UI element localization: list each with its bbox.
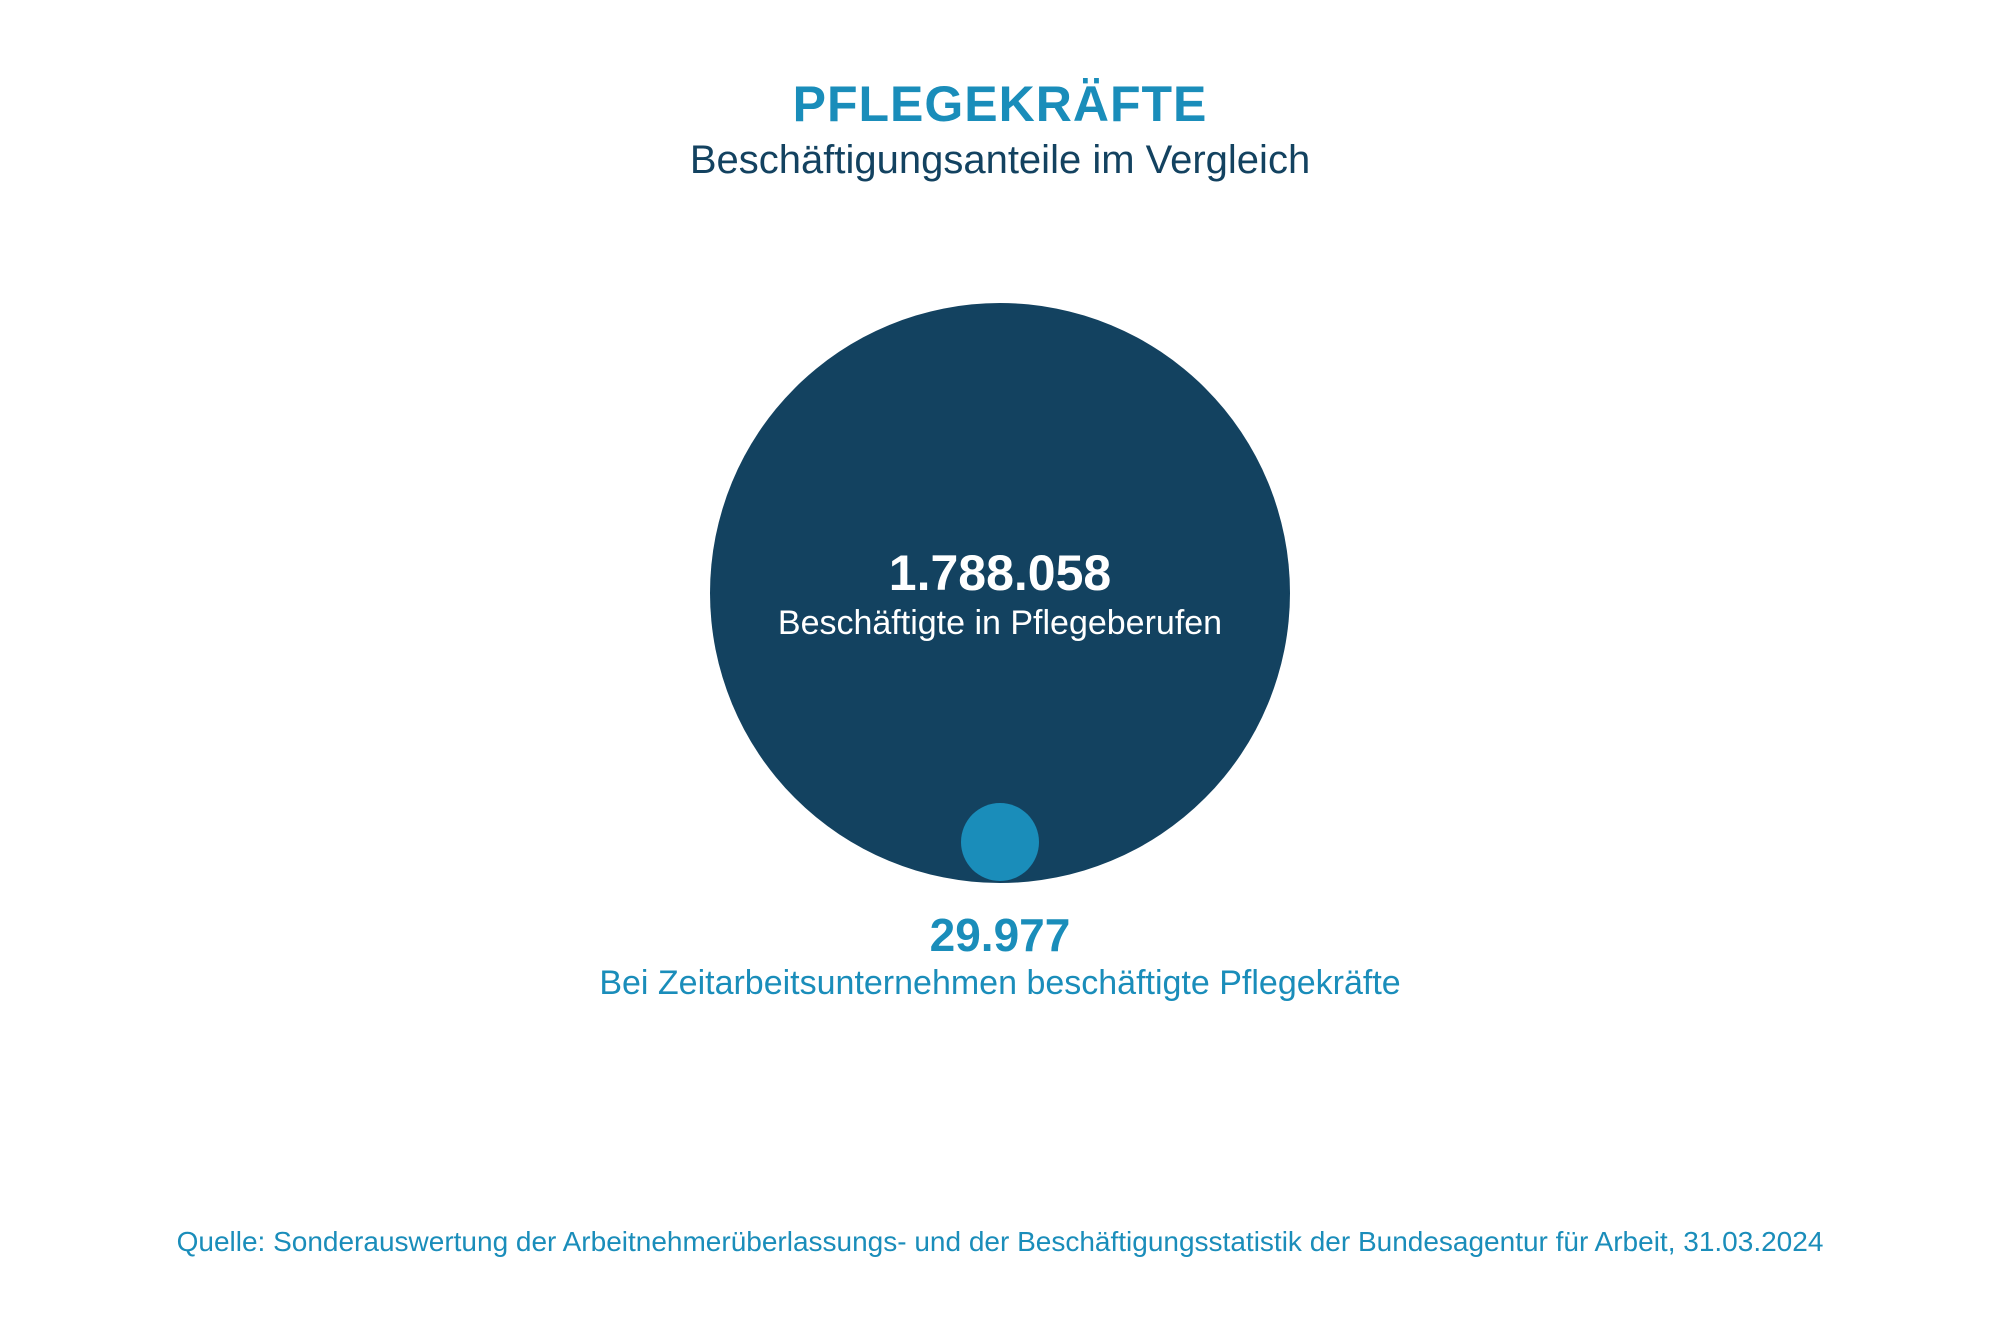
small-circle-value: 29.977 (599, 908, 1400, 962)
big-circle: 1.788.058 Beschäftigte in Pflegeberufen (710, 303, 1290, 883)
chart-area: 1.788.058 Beschäftigte in Pflegeberufen (710, 303, 1290, 883)
infographic-container: PFLEGEKRÄFTE Beschäftigungsanteile im Ve… (0, 0, 2000, 1333)
small-value-block: 29.977 Bei Zeitarbeitsunternehmen beschä… (599, 908, 1400, 1003)
subtitle: Beschäftigungsanteile im Vergleich (690, 138, 1310, 183)
small-circle-label: Bei Zeitarbeitsunternehmen beschäftigte … (599, 964, 1400, 1003)
source-text: Quelle: Sonderauswertung der Arbeitnehme… (0, 1226, 2000, 1258)
big-circle-value: 1.788.058 (889, 544, 1111, 602)
small-circle (961, 803, 1039, 881)
big-circle-label: Beschäftigte in Pflegeberufen (778, 604, 1222, 643)
main-title: PFLEGEKRÄFTE (793, 75, 1208, 133)
